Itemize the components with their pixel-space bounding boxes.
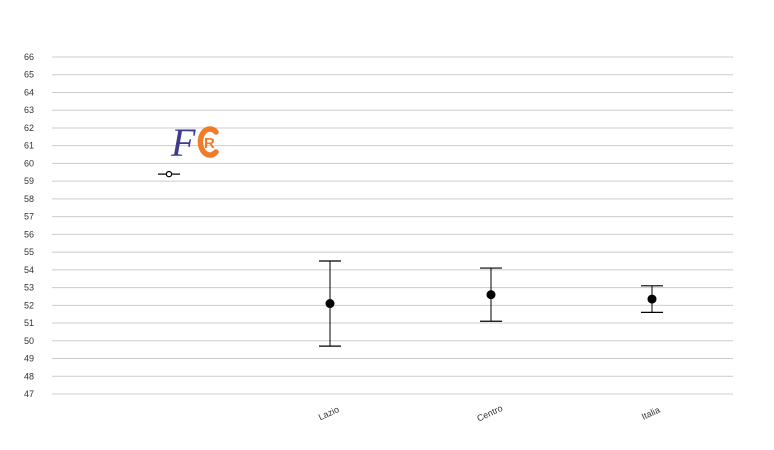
data-point-group: [319, 260, 341, 347]
logo-letter-f: F: [170, 120, 196, 165]
y-tick-label: 48: [24, 371, 34, 381]
x-axis-category-labels: Lazio Centro Italia: [317, 403, 662, 423]
data-point-group: [158, 170, 180, 178]
y-tick-label: 58: [24, 194, 34, 204]
x-category-label: Lazio: [317, 404, 341, 422]
logo-letter-c-shape: [197, 126, 219, 158]
data-point-group: [480, 267, 502, 322]
y-tick-label: 57: [24, 212, 34, 222]
data-marks: [158, 170, 663, 347]
y-tick-label: 54: [24, 265, 34, 275]
x-category-label: Italia: [640, 405, 661, 422]
y-tick-label: 66: [24, 52, 34, 62]
logo-letter-r: R: [204, 135, 215, 152]
y-tick-label: 62: [24, 123, 34, 133]
y-tick-label: 50: [24, 336, 34, 346]
data-point-marker: [486, 290, 496, 300]
grid-lines: [52, 56, 733, 395]
data-point-marker: [647, 294, 657, 304]
y-tick-label: 64: [24, 87, 34, 97]
y-tick-label: 55: [24, 247, 34, 257]
y-tick-label: 52: [24, 300, 34, 310]
data-point-group: [641, 285, 663, 314]
y-tick-label: 53: [24, 283, 34, 293]
y-tick-label: 60: [24, 158, 34, 168]
y-tick-label: 47: [24, 389, 34, 399]
data-point-marker: [325, 299, 335, 309]
x-category-label: Centro: [475, 403, 504, 423]
y-tick-label: 56: [24, 229, 34, 239]
y-tick-label: 63: [24, 105, 34, 115]
fcr-logo: F R: [170, 120, 219, 165]
data-point-marker: [165, 170, 173, 178]
y-tick-label: 61: [24, 141, 34, 151]
y-tick-label: 51: [24, 318, 34, 328]
y-tick-label: 59: [24, 176, 34, 186]
y-tick-label: 65: [24, 70, 34, 80]
y-axis-tick-labels: 47 48 49 50 51 52 53 54 55 56 57 58 59 60 61 62 63 64 65 66: [24, 52, 34, 399]
y-tick-label: 49: [24, 354, 34, 364]
